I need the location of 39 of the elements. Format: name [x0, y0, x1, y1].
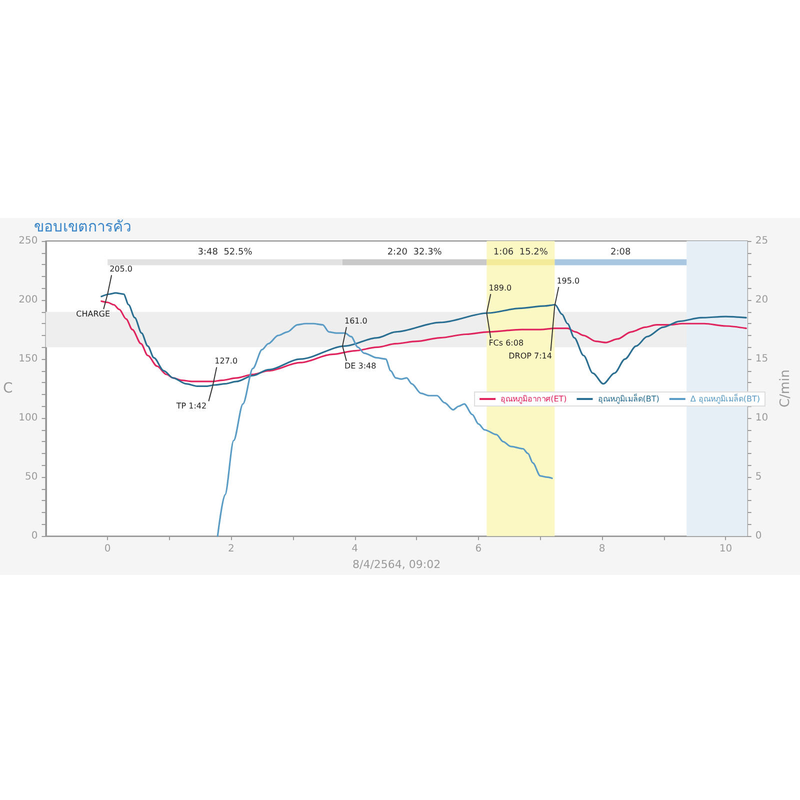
- x-tick-label: 2: [228, 544, 234, 555]
- y-tick-label: 0: [31, 530, 38, 542]
- chart-title: ขอบเขตการคั่ว: [34, 216, 131, 236]
- y2-tick-label: 5: [755, 472, 762, 483]
- y2-axis-title: C/min: [778, 370, 793, 408]
- legend-label: Δ อุณหภูมิเมล็ด(BT): [690, 394, 760, 404]
- legend-label: อุณหภูมิเมล็ด(BT): [598, 394, 660, 404]
- y-tick-label: 200: [18, 294, 38, 306]
- y2-tick-label: 10: [755, 412, 768, 424]
- annotation: 205.0: [110, 264, 132, 274]
- y2-tick-label: 0: [755, 530, 762, 542]
- y-axis-title: C: [2, 380, 13, 397]
- annotation: 2:20 32.3%: [387, 248, 442, 258]
- y-tick-label: 150: [18, 354, 38, 365]
- y-tick-label: 250: [18, 236, 38, 246]
- y-tick-label: 100: [18, 412, 38, 424]
- y2-tick-label: 15: [755, 354, 768, 365]
- annotation: 1:06 15.2%: [493, 248, 548, 258]
- x-tick-label: 6: [475, 544, 482, 555]
- annotation: 195.0: [556, 276, 580, 286]
- x-axis-title: 8/4/2564, 09:02: [352, 558, 441, 571]
- x-tick-label: 8: [598, 544, 606, 555]
- annotation: 3:48 52.5%: [198, 248, 253, 258]
- annotation: FCs 6:08: [488, 338, 524, 348]
- annotation: TP 1:42: [175, 402, 207, 411]
- annotation: 2:08: [610, 248, 632, 258]
- annotation: 189.0: [488, 284, 512, 293]
- x-tick-label: 10: [719, 544, 732, 555]
- y2-tick-label: 20: [755, 294, 768, 306]
- x-tick-label: 0: [104, 544, 111, 555]
- legend-label: อุณหภูมิอากาศ(ET): [500, 394, 567, 404]
- annotation: 161.0: [344, 316, 368, 326]
- x-tick-label: 4: [352, 544, 358, 555]
- annotation: DE 3:48: [344, 362, 376, 371]
- y-tick-label: 50: [25, 472, 38, 483]
- annotation: CHARGE: [76, 310, 110, 319]
- y2-tick-label: 25: [755, 236, 768, 246]
- annotation: DROP 7:14: [508, 351, 552, 360]
- annotation: 127.0: [214, 356, 238, 366]
